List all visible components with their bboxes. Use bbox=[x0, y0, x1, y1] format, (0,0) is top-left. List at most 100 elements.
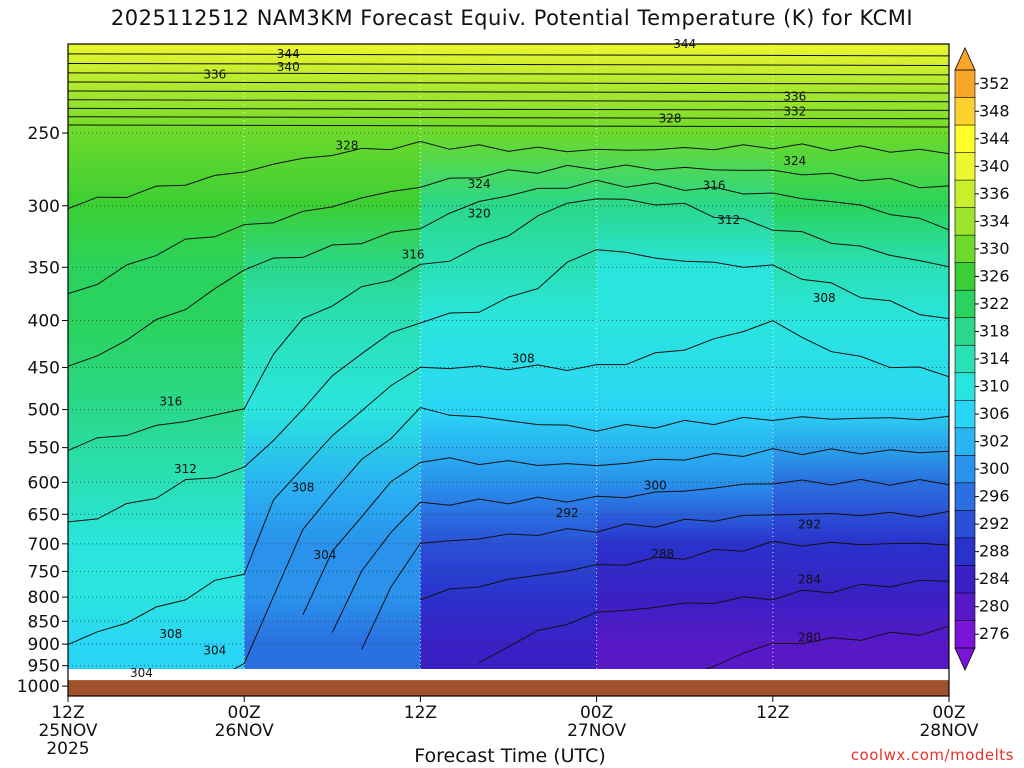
colorbar-segment bbox=[954, 399, 976, 429]
contour-label: 304 bbox=[314, 548, 337, 562]
contour-label: 316 bbox=[402, 248, 425, 262]
contour-label: 312 bbox=[717, 213, 740, 227]
x-tick-label: 12Z bbox=[756, 703, 789, 723]
contour-label: 316 bbox=[159, 395, 182, 409]
colorbar-label: 340 bbox=[979, 156, 1010, 175]
x-tick-label: 00Z bbox=[932, 703, 965, 723]
colorbar: 352 348 344 340 336 334 330 326 322 318 314 310 306 3… bbox=[954, 47, 1010, 671]
y-tick-label: 300 bbox=[28, 197, 60, 217]
colorbar-label: 344 bbox=[979, 129, 1010, 148]
y-tick-label: 550 bbox=[28, 439, 60, 459]
contour-line bbox=[68, 320, 949, 645]
colorbar-segment bbox=[954, 179, 976, 209]
colorbar-segment bbox=[954, 69, 976, 99]
colorbar-label: 326 bbox=[979, 266, 1010, 285]
contour-line bbox=[68, 164, 949, 295]
colorbar-segment bbox=[954, 234, 976, 264]
contour-label: 336 bbox=[203, 68, 226, 82]
contour-line bbox=[68, 249, 949, 523]
contour-label: 308 bbox=[512, 352, 535, 366]
y-tick-label: 650 bbox=[28, 505, 60, 525]
colorbar-segment bbox=[954, 427, 976, 457]
x-tick-label: 28NOV bbox=[919, 721, 978, 741]
contour-line bbox=[68, 198, 949, 451]
colorbar-label: 336 bbox=[979, 184, 1010, 203]
contour-line bbox=[331, 478, 949, 633]
colorbar-label: 284 bbox=[979, 569, 1010, 588]
contour-line bbox=[233, 406, 949, 669]
contour-label: 320 bbox=[468, 207, 491, 221]
colorbar-label: 310 bbox=[979, 377, 1010, 396]
colorbar-segment bbox=[954, 317, 976, 347]
contour-lines bbox=[67, 53, 950, 669]
colorbar-segment bbox=[954, 565, 976, 594]
x-tick-label: 12Z bbox=[51, 703, 84, 723]
y-tick-label: 500 bbox=[28, 401, 60, 421]
colorbar-label: 306 bbox=[979, 404, 1010, 423]
contour-label: 332 bbox=[783, 105, 806, 119]
colorbar-segment bbox=[954, 537, 976, 567]
colorbar-segment bbox=[954, 344, 976, 374]
field-column bbox=[420, 44, 598, 669]
contour-label: 316 bbox=[703, 178, 726, 192]
x-axis-title: Forecast Time (UTC) bbox=[414, 745, 606, 767]
x-tick-label: 27NOV bbox=[567, 721, 626, 741]
ground-layer bbox=[67, 43, 950, 697]
colorbar-label: 314 bbox=[979, 349, 1010, 368]
colorbar-segment bbox=[954, 124, 976, 154]
contour-line bbox=[67, 81, 950, 85]
contour-line bbox=[68, 179, 949, 367]
chart-title: 2025112512 NAM3KM Forecast Equiv. Potent… bbox=[110, 6, 914, 30]
contour-line bbox=[705, 625, 949, 669]
x-tick-label: 26NOV bbox=[215, 721, 274, 741]
colorbar-label: 300 bbox=[979, 459, 1010, 478]
colorbar-segment bbox=[954, 482, 976, 512]
x-tick-label: 00Z bbox=[580, 703, 613, 723]
x-tick-label: 2025 bbox=[46, 739, 89, 759]
contour-label: 324 bbox=[783, 154, 806, 168]
colorbar-label: 330 bbox=[979, 239, 1010, 258]
colorbar-label: 348 bbox=[979, 101, 1010, 120]
contour-line bbox=[67, 72, 950, 76]
colorbar-segment bbox=[954, 372, 976, 402]
colorbar-label: 318 bbox=[979, 321, 1010, 340]
plot-area bbox=[68, 44, 949, 669]
contour-label: 292 bbox=[798, 518, 821, 532]
colorbar-label: 334 bbox=[979, 211, 1010, 230]
contour-label: 324 bbox=[468, 177, 491, 191]
field-column bbox=[68, 44, 245, 669]
colorbar-label: 302 bbox=[979, 432, 1010, 451]
contour-line bbox=[68, 140, 949, 210]
colorbar-label: 276 bbox=[979, 624, 1010, 643]
colorbar-label: 292 bbox=[979, 514, 1010, 533]
y-tick-label: 800 bbox=[28, 588, 60, 608]
contour-line bbox=[67, 107, 950, 111]
contour-label: 336 bbox=[783, 89, 806, 103]
colorbar-segment bbox=[954, 510, 976, 539]
colorbar-arrow-top bbox=[954, 47, 976, 71]
contour-line bbox=[302, 448, 949, 616]
x-tick-label: 00Z bbox=[228, 703, 261, 723]
contour-label: 308 bbox=[291, 481, 314, 495]
colorbar-label: 352 bbox=[979, 74, 1010, 93]
contour-label: 292 bbox=[556, 506, 579, 520]
y-tick-label: 1000 bbox=[17, 677, 60, 697]
y-tick-label: 950 bbox=[28, 657, 60, 677]
y-tick-label: 350 bbox=[28, 258, 60, 278]
colorbar-segment bbox=[954, 97, 976, 126]
y-axis: 250 300 350 400 450 500 550 600 650 700 750 800 850 9… bbox=[17, 124, 68, 697]
contour-line bbox=[67, 116, 950, 120]
credit-link[interactable]: coolwx.com/modelts bbox=[850, 746, 1014, 764]
contour-line bbox=[67, 99, 950, 103]
field-column bbox=[244, 44, 421, 669]
contour-label: 300 bbox=[644, 479, 667, 493]
contour-label: 344 bbox=[277, 47, 300, 61]
colorbar-label: 322 bbox=[979, 294, 1010, 313]
contour-label: 284 bbox=[798, 572, 821, 586]
colorbar-label: 280 bbox=[979, 597, 1010, 616]
contour-label: 304 bbox=[203, 644, 226, 658]
contour-label: 328 bbox=[336, 139, 359, 153]
